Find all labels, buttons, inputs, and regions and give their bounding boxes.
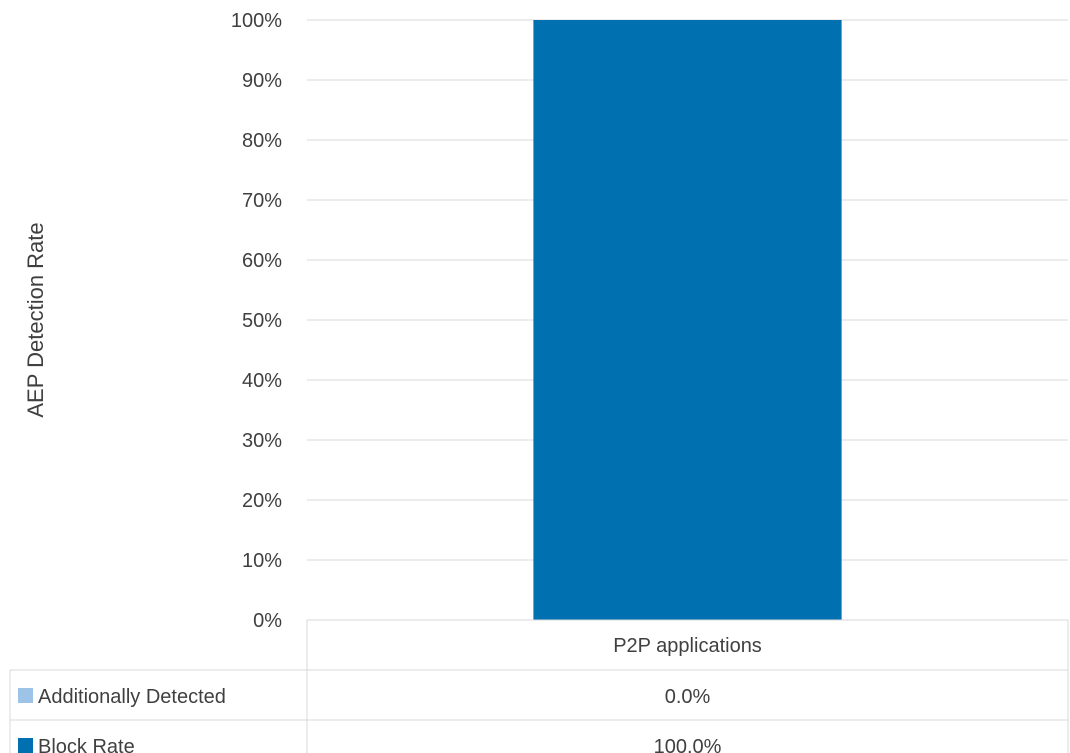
y-tick-label: 70% xyxy=(242,190,282,212)
bars xyxy=(533,20,842,620)
y-tick-label: 20% xyxy=(242,490,282,512)
legend-label: Block Rate xyxy=(38,736,135,753)
y-tick-label: 50% xyxy=(242,310,282,332)
y-tick-label: 100% xyxy=(231,10,282,32)
data-table: P2P applications Additionally Detected 0.0… xyxy=(9,619,1069,753)
x-tick-label: P2P applications xyxy=(613,635,762,657)
bar-block-rate xyxy=(533,20,842,620)
y-tick-label: 30% xyxy=(242,430,282,452)
y-tick-label: 80% xyxy=(242,130,282,152)
y-tick-labels: 0% 10% 20% 30% 40% 50% 60% 70% 80% 90% 100% xyxy=(231,10,282,632)
legend-swatch xyxy=(18,688,33,703)
y-tick-label: 90% xyxy=(242,70,282,92)
y-axis-title: AEP Detection Rate xyxy=(23,222,48,417)
y-tick-label: 40% xyxy=(242,370,282,392)
data-label: 0.0% xyxy=(665,686,711,708)
legend-swatch xyxy=(18,738,33,753)
data-label: 100.0% xyxy=(654,736,722,753)
y-tick-label: 60% xyxy=(242,250,282,272)
legend-label: Additionally Detected xyxy=(38,686,226,708)
y-tick-label: 0% xyxy=(253,610,282,632)
y-tick-label: 10% xyxy=(242,550,282,572)
